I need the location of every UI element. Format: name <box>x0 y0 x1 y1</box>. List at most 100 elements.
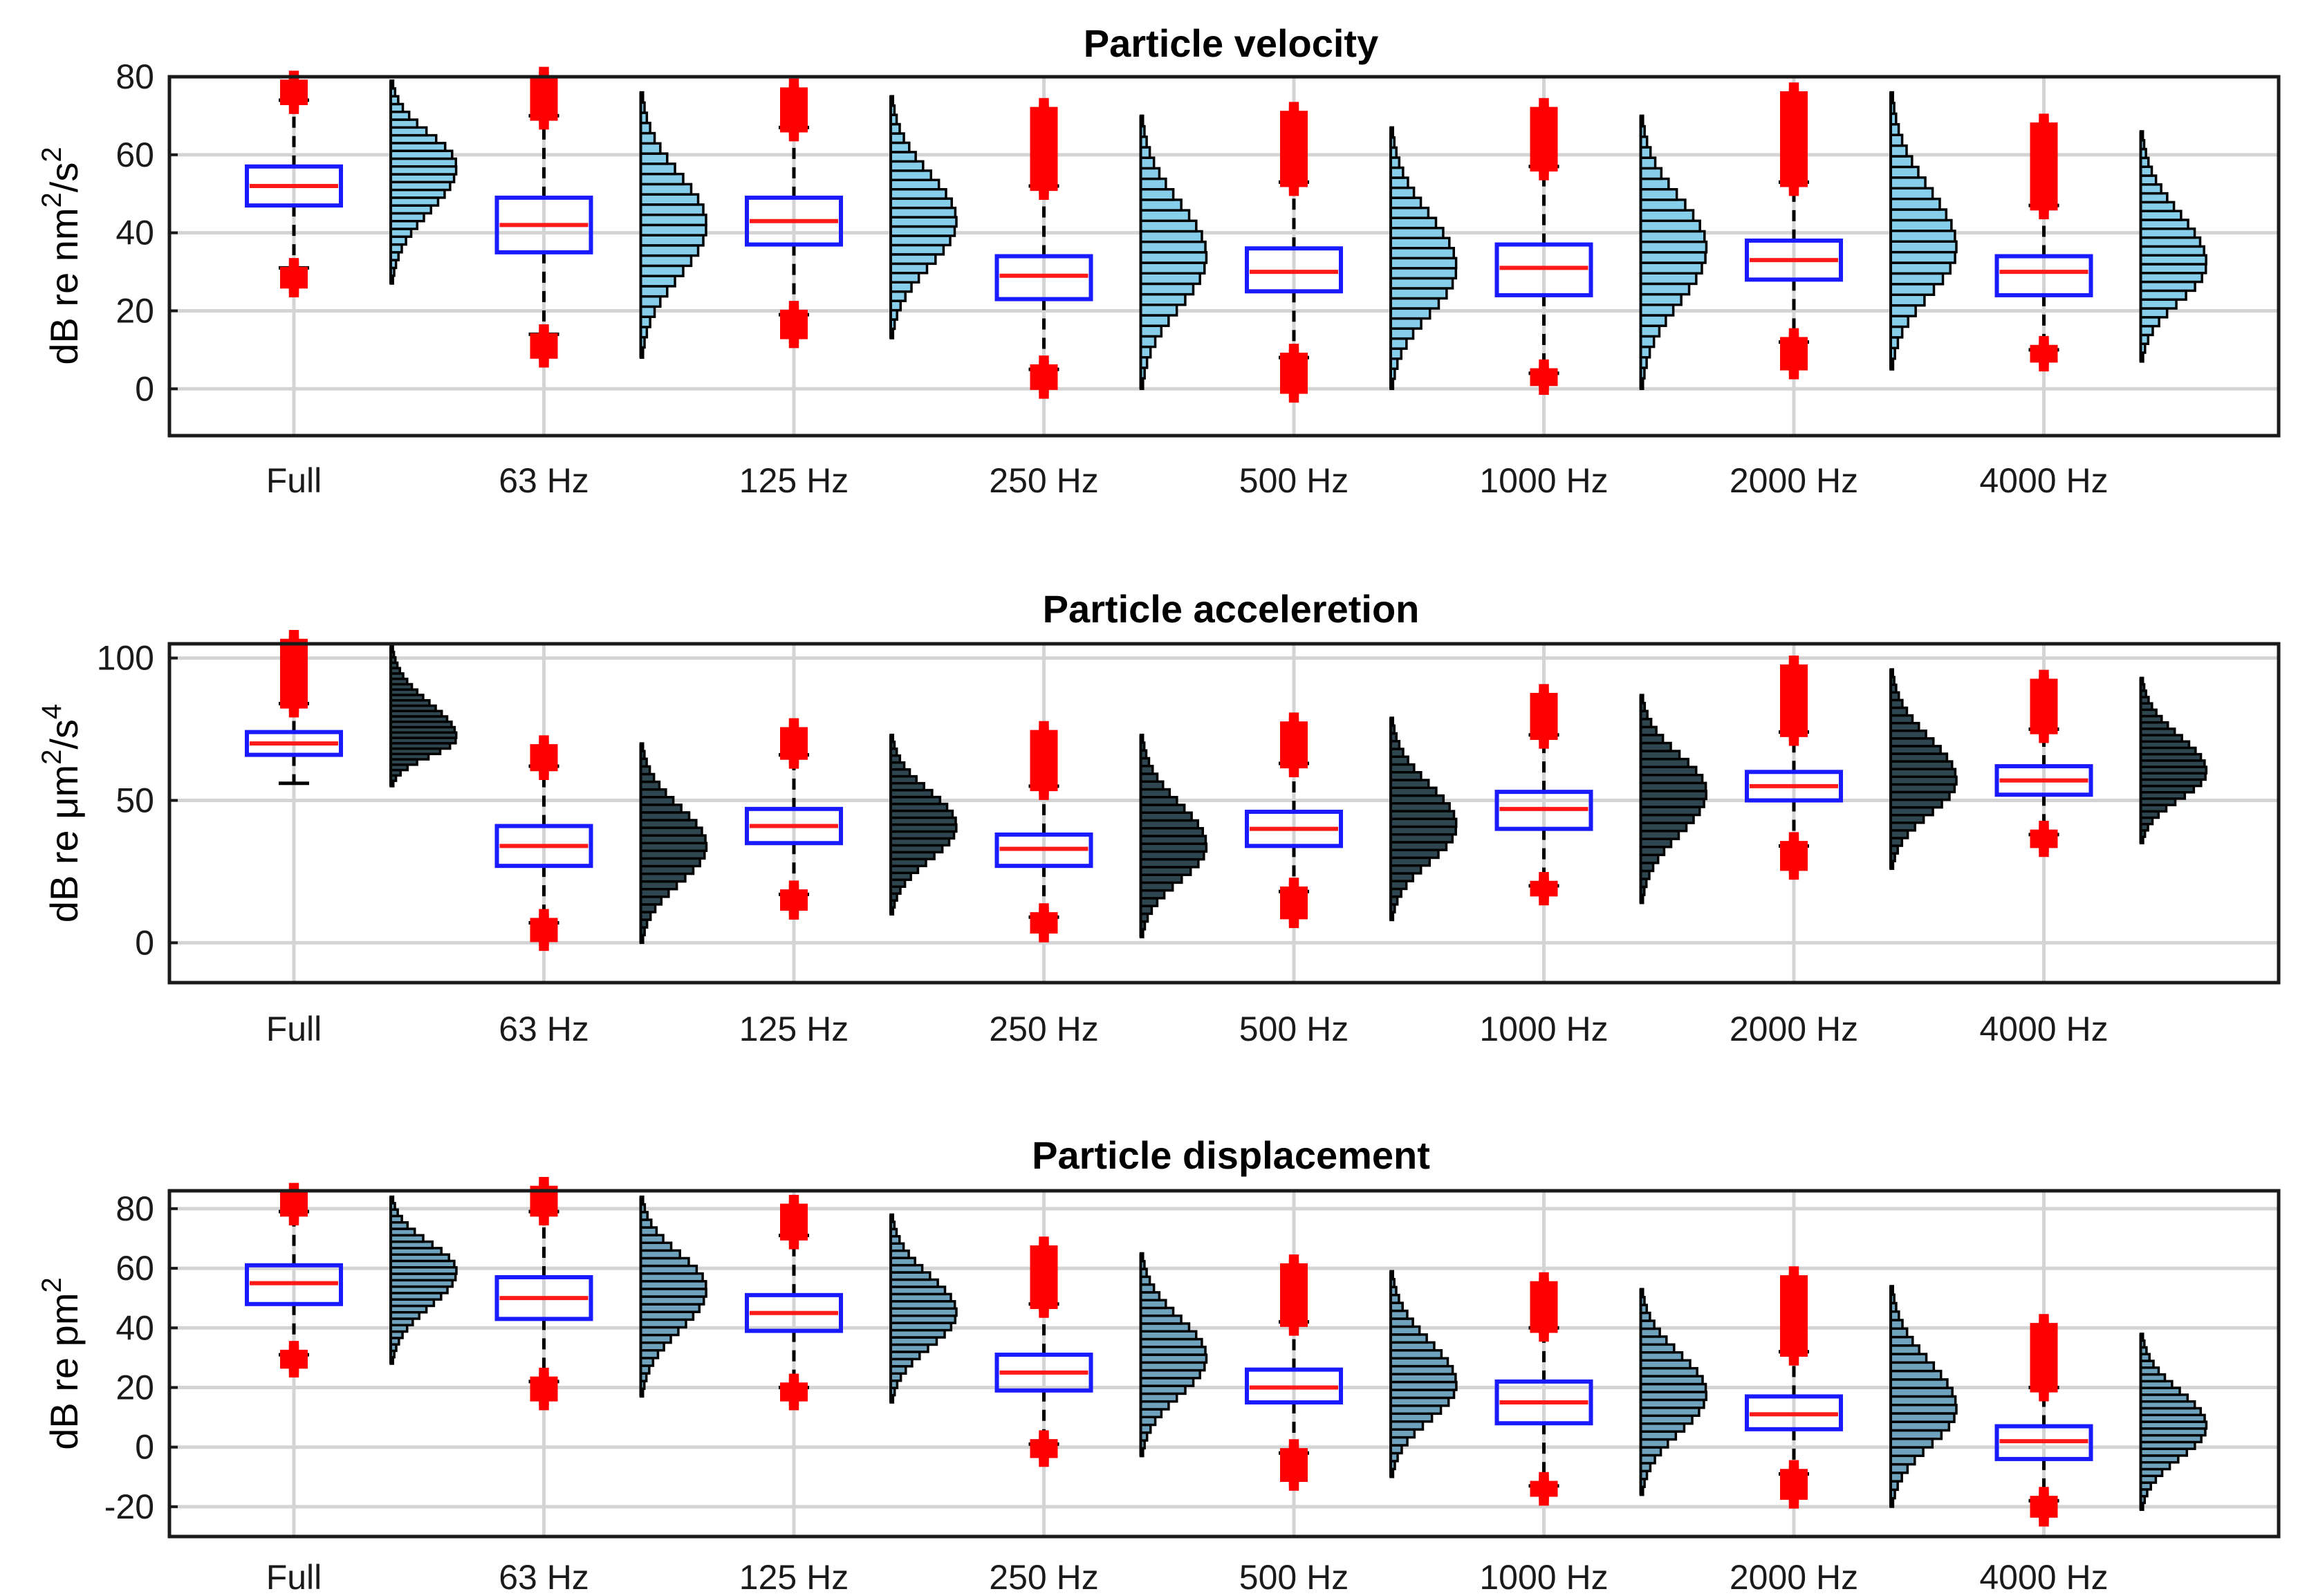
histogram-bar <box>1639 209 1695 223</box>
histogram-bar <box>889 281 913 293</box>
box-iqr <box>1245 246 1343 294</box>
histogram-bar <box>889 160 925 172</box>
histogram-bar <box>1139 261 1206 275</box>
histogram-bar <box>1889 1378 1949 1389</box>
histogram-bar <box>2139 183 2162 195</box>
histogram-bar <box>1389 267 1458 280</box>
y-label-main: dB re pm <box>42 1293 86 1450</box>
histogram-bar <box>2139 201 2176 212</box>
grid-lines <box>169 1191 2279 1537</box>
y-axis-label: dB re μm2/s4 <box>37 704 86 922</box>
x-tick-label: 500 Hz <box>1239 1558 1349 1596</box>
outlier-marker-low <box>1530 872 1558 900</box>
axes-frame <box>167 75 2281 438</box>
box-iqr <box>245 1263 343 1306</box>
histogram-bar <box>1889 1344 1920 1355</box>
histogram-bar <box>889 187 947 200</box>
outlier-marker-high <box>1280 712 1308 741</box>
y-label-sup1: 2 <box>37 1277 67 1292</box>
outlier-marker-high <box>2030 1314 2058 1342</box>
y-tick-label: -20 <box>104 1487 154 1526</box>
histogram-bar <box>1889 208 1948 222</box>
box-iqr <box>245 730 343 757</box>
histogram-bar <box>639 285 669 298</box>
histogram-bar <box>1389 307 1432 320</box>
y-tick-label: 50 <box>115 781 154 819</box>
histogram-bar <box>1139 198 1183 212</box>
histogram-bar <box>639 305 656 318</box>
histogram-bar <box>1889 325 1904 339</box>
y-tick-label: 20 <box>115 291 154 330</box>
outlier-marker-low <box>780 880 808 909</box>
histogram-bar <box>2139 280 2196 293</box>
histogram-bar <box>1889 187 1934 201</box>
histogram-bar <box>1889 197 1941 211</box>
outlier-marker-high <box>1030 98 1058 126</box>
histogram-bar <box>889 197 953 210</box>
histogram-bar <box>639 131 656 145</box>
histogram-bar <box>1639 187 1678 201</box>
histogram-bar <box>889 243 945 256</box>
histogram-bar <box>2139 298 2178 310</box>
histogram-bar <box>1389 176 1409 189</box>
histogram-bar <box>1889 1429 1943 1440</box>
histogram-bar <box>889 262 929 275</box>
histogram-bar <box>1389 236 1451 250</box>
x-tick-label: Full <box>266 1010 322 1048</box>
y-tick-label: 0 <box>135 1428 154 1467</box>
histogram-bar <box>1139 314 1170 327</box>
outlier-marker-low <box>1280 878 1308 906</box>
histogram-bar <box>889 272 920 284</box>
outlier-marker-low <box>780 301 808 329</box>
histogram-bar <box>639 193 700 206</box>
histogram-bar <box>1639 282 1691 296</box>
histogram-bar <box>1889 315 1910 328</box>
outlier-marker-high <box>1530 684 1558 712</box>
outlier-marker-low <box>1530 359 1558 387</box>
histogram-bar <box>2139 316 2160 328</box>
box-iqr <box>994 254 1093 301</box>
histogram-bar <box>1889 1327 1909 1339</box>
histogram-bar <box>889 253 937 266</box>
plot-area <box>245 1177 2208 1527</box>
outlier-marker-high <box>2030 113 2058 142</box>
outlier-marker-low <box>1030 903 1058 931</box>
panel-title: Particle displacement <box>1032 1133 1430 1177</box>
histogram-bar <box>639 172 685 186</box>
histogram-bar <box>2139 307 2169 319</box>
histogram-bar <box>639 203 705 216</box>
x-tick-label: 63 Hz <box>499 1558 589 1596</box>
histogram-bar <box>1139 240 1207 254</box>
histogram-bar <box>1389 206 1430 219</box>
x-tick-label: 2000 Hz <box>1730 461 1858 500</box>
outlier-marker-high <box>1530 1272 1558 1300</box>
box-iqr <box>245 164 343 208</box>
outlier-marker-low <box>530 1367 558 1395</box>
box-iqr <box>994 1353 1093 1393</box>
y-label-mid: /s <box>42 719 86 750</box>
x-tick-label: 1000 Hz <box>1479 1558 1608 1596</box>
grid-lines <box>169 644 2279 983</box>
histogram-bar <box>1889 144 1908 158</box>
x-tick-label: 250 Hz <box>989 1558 1098 1596</box>
y-tick-label: 100 <box>97 639 154 678</box>
histogram-bar <box>889 169 933 182</box>
x-tick-label: 250 Hz <box>989 1010 1098 1048</box>
histogram-bar <box>1639 146 1652 159</box>
histogram-bar <box>1889 1438 1934 1449</box>
axes-frame <box>167 642 2281 985</box>
histogram-bar <box>1639 314 1667 327</box>
histogram-bar <box>1639 272 1698 286</box>
box-iqr <box>994 832 1093 869</box>
y-tick-label: 40 <box>115 1308 154 1347</box>
outlier-marker-high <box>780 78 808 106</box>
outlier-marker-high <box>1530 98 1558 126</box>
x-tick-label: 125 Hz <box>739 1010 849 1048</box>
histogram-bar <box>2139 324 2154 337</box>
y-axis-label: dB re pm2 <box>37 1277 86 1449</box>
outlier-marker-low <box>1780 1460 1808 1488</box>
outlier-marker-high <box>530 735 558 763</box>
outlier-marker-low <box>1780 832 1808 860</box>
histogram-bar <box>1639 304 1675 317</box>
histogram-bar <box>1139 230 1203 243</box>
